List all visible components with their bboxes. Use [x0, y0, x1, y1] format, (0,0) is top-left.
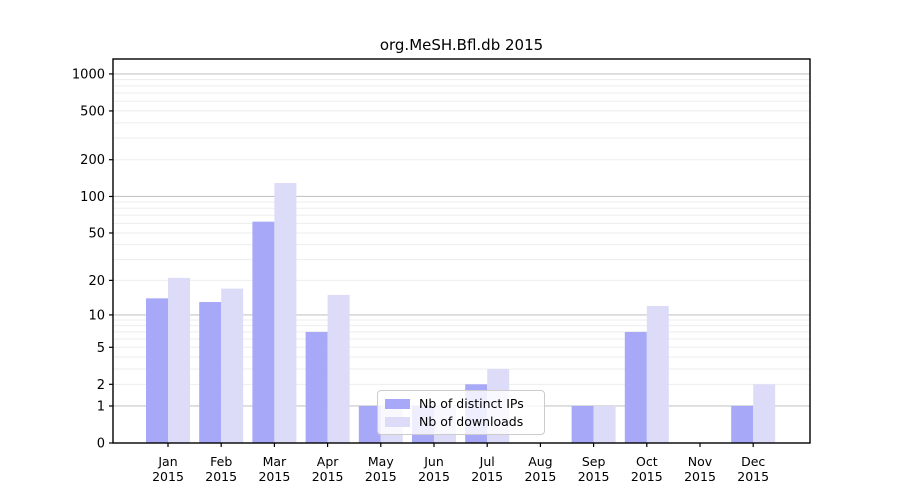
x-tick-label-month: Sep	[582, 454, 606, 469]
x-tick-label-month: Jul	[479, 454, 495, 469]
y-tick-label: 2	[97, 378, 105, 393]
x-tick-label-year: 2015	[312, 469, 344, 484]
chart-title: org.MeSH.Bfl.db 2015	[379, 36, 544, 54]
bar-feb-downloads	[221, 288, 244, 443]
bar-mar-ips	[252, 221, 275, 443]
x-tick-label-month: Oct	[636, 454, 658, 469]
bar-apr-ips	[305, 331, 328, 443]
y-tick-label: 10	[88, 308, 105, 323]
bar-mar-downloads	[274, 182, 297, 443]
x-tick-label-year: 2015	[471, 469, 503, 484]
bar-jan-downloads	[168, 277, 190, 443]
x-tick-label-month: Jun	[423, 454, 444, 469]
distinct-ips-swatch	[385, 398, 410, 409]
bar-feb-ips	[199, 302, 222, 443]
x-tick-label-year: 2015	[524, 469, 556, 484]
x-tick-label-month: Dec	[741, 454, 765, 469]
bar-apr-downloads	[327, 294, 350, 443]
x-tick-label-year: 2015	[152, 469, 184, 484]
y-tick-label: 0	[97, 437, 105, 452]
legend: Nb of distinct IPs Nb of downloads	[377, 390, 545, 435]
bar-dec-downloads	[753, 384, 776, 443]
x-tick-label-month: Mar	[263, 454, 287, 469]
x-tick-label-month: Apr	[317, 454, 339, 469]
legend-item-downloads: Nb of downloads	[385, 414, 544, 429]
y-tick-label: 50	[88, 226, 105, 241]
x-tick-label-year: 2015	[578, 469, 610, 484]
axis-frame	[112, 58, 811, 444]
x-tick-label-year: 2015	[418, 469, 450, 484]
x-tick-label-year: 2015	[365, 469, 397, 484]
downloads-swatch	[385, 416, 410, 427]
x-tick-label-year: 2015	[205, 469, 237, 484]
x-tick-label-month: Nov	[688, 454, 713, 469]
y-tick-label: 1	[97, 399, 105, 414]
y-tick-label: 500	[80, 104, 105, 119]
bar-sep-ips	[571, 405, 594, 443]
bar-dec-ips	[731, 405, 754, 443]
bar-oct-ips	[624, 331, 647, 443]
legend-item-distinct-ips: Nb of distinct IPs	[385, 396, 544, 411]
x-tick-label-year: 2015	[684, 469, 716, 484]
y-tick-label: 5	[97, 341, 105, 356]
x-tick-label-month: Feb	[210, 454, 232, 469]
y-tick-label: 1000	[72, 67, 105, 82]
x-tick-label-year: 2015	[631, 469, 663, 484]
bar-may-ips	[358, 405, 381, 443]
bar-oct-downloads	[646, 305, 669, 443]
x-tick-label-month: Aug	[528, 454, 552, 469]
x-tick-label-year: 2015	[258, 469, 290, 484]
x-tick-label-month: Jan	[157, 454, 177, 469]
x-tick-label-year: 2015	[737, 469, 769, 484]
bar-jan-ips	[146, 298, 168, 443]
legend-label-downloads: Nb of downloads	[419, 414, 524, 429]
bar-sep-downloads	[593, 405, 616, 443]
legend-label-distinct-ips: Nb of distinct IPs	[419, 396, 524, 411]
y-tick-label: 100	[80, 190, 105, 205]
y-tick-label: 20	[88, 274, 105, 289]
y-tick-label: 200	[80, 153, 105, 168]
x-tick-label-month: May	[368, 454, 394, 469]
